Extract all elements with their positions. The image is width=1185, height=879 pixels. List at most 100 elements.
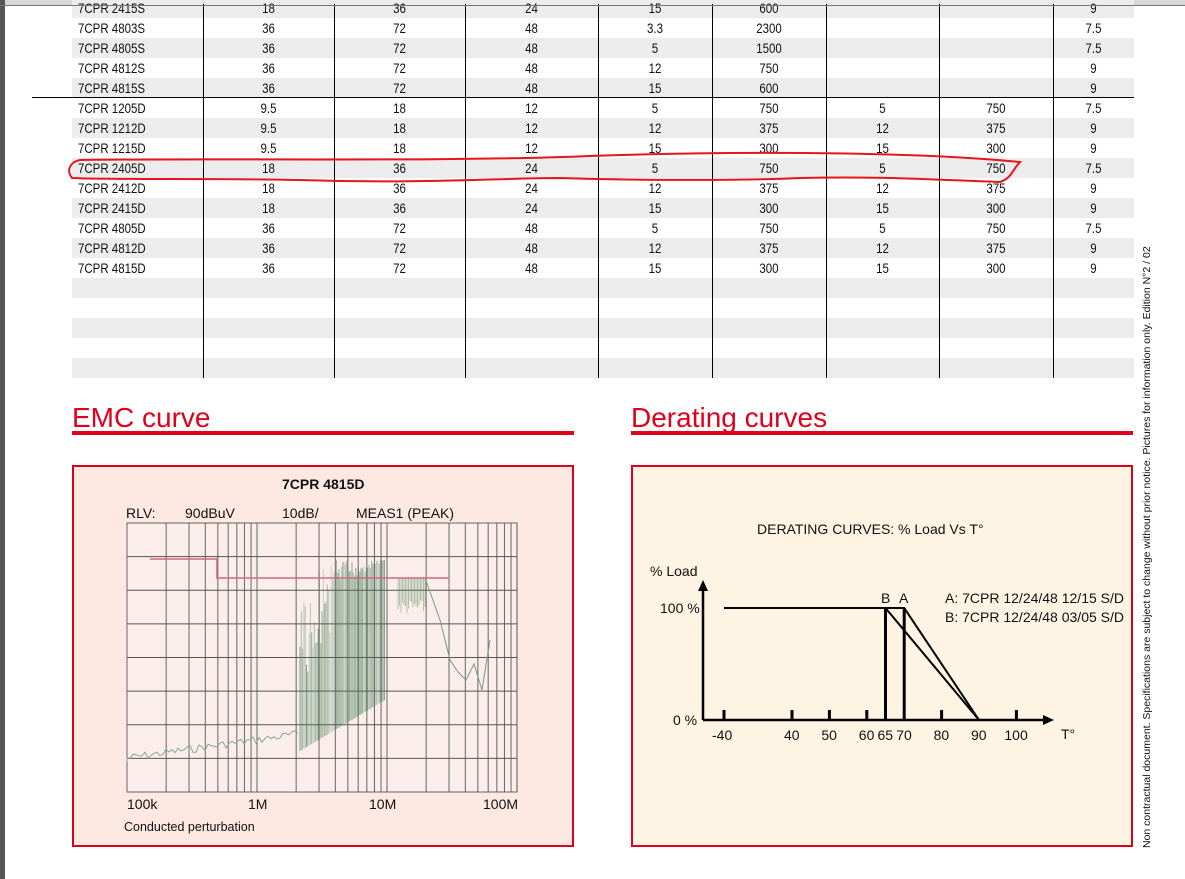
table-cell: 300 bbox=[986, 140, 1006, 156]
table-cell: 9 bbox=[1090, 240, 1097, 256]
table-cell: 12 bbox=[648, 180, 662, 196]
table-cell: 7.5 bbox=[1085, 220, 1102, 236]
column-divider bbox=[598, 4, 599, 378]
model-name-cell: 7CPR 1215D bbox=[78, 140, 146, 156]
table-cell: 300 bbox=[759, 200, 779, 216]
table-cell: 375 bbox=[759, 180, 779, 196]
table-cell: 5 bbox=[651, 220, 659, 236]
table-cell: 600 bbox=[759, 0, 779, 16]
table-cell: 12 bbox=[648, 120, 662, 136]
table-cell: 36 bbox=[262, 20, 275, 36]
table-cell: 12 bbox=[876, 120, 889, 136]
side-note: Non contractual document. Specifications… bbox=[1141, 246, 1153, 848]
table-cell: 5 bbox=[879, 220, 886, 236]
model-name-cell: 7CPR 4805S bbox=[78, 40, 146, 56]
table-row: 7CPR 4812S 36 72 48 12 750 9 bbox=[72, 58, 1134, 78]
table-cell: 18 bbox=[393, 120, 406, 136]
emc-limit-line bbox=[150, 558, 449, 579]
legend-b: B: 7CPR 12/24/48 03/05 S/D bbox=[945, 609, 1124, 625]
emc-xtick: 10M bbox=[369, 796, 397, 812]
table-cell: 36 bbox=[393, 200, 406, 216]
table-row: 7CPR 1212D 9.5 18 12 12 375 12 375 9 bbox=[72, 118, 1134, 138]
emc-rlv-label: RLV: bbox=[126, 505, 156, 521]
table-cell: 7.5 bbox=[1085, 20, 1102, 36]
table-cell: 36 bbox=[262, 260, 275, 276]
table-cell: 18 bbox=[262, 160, 275, 176]
table-cell: 9 bbox=[1090, 180, 1097, 196]
table-cell: 36 bbox=[262, 60, 275, 76]
column-divider bbox=[334, 4, 335, 378]
emc-title-rule bbox=[72, 431, 574, 435]
curve-label-b: B bbox=[881, 590, 891, 606]
table-cell: 15 bbox=[648, 0, 662, 16]
column-divider bbox=[939, 4, 940, 378]
table-cell: 72 bbox=[393, 60, 406, 76]
table-cell: 375 bbox=[759, 240, 779, 256]
table-cell: 48 bbox=[525, 20, 538, 36]
x-tick-label: 60 bbox=[858, 727, 875, 743]
model-name-cell: 7CPR 2405D bbox=[78, 160, 146, 176]
table-cell: 750 bbox=[759, 160, 779, 176]
emc-xtick: 100M bbox=[483, 796, 519, 812]
table-cell: 72 bbox=[393, 260, 406, 276]
x-tick-label: 80 bbox=[933, 727, 950, 743]
derating-section-title: Derating curves bbox=[631, 402, 828, 433]
table-cell: 750 bbox=[759, 100, 779, 116]
emc-caption: Conducted perturbation bbox=[124, 820, 255, 834]
table-cell: 36 bbox=[393, 160, 406, 176]
table-cell: 750 bbox=[986, 220, 1006, 236]
table-cell: 9.5 bbox=[260, 120, 277, 136]
emc-xtick: 1M bbox=[248, 796, 268, 812]
table-cell: 375 bbox=[986, 180, 1006, 196]
emc-xtick: 100k bbox=[127, 796, 158, 812]
table-row: 7CPR 2412D 18 36 24 12 375 12 375 9 bbox=[72, 178, 1134, 198]
table-cell: 15 bbox=[876, 260, 889, 276]
derating-chart-panel bbox=[631, 465, 1133, 847]
model-name-cell: 7CPR 4815D bbox=[78, 260, 146, 276]
table-cell: 72 bbox=[393, 220, 406, 236]
table-cell: 18 bbox=[262, 180, 275, 196]
table-cell: 12 bbox=[648, 60, 662, 76]
table-cell: 48 bbox=[525, 40, 538, 56]
table-cell: 12 bbox=[648, 240, 662, 256]
table-cell: 600 bbox=[759, 80, 779, 96]
table-cell: 2300 bbox=[756, 20, 782, 36]
table-cell: 18 bbox=[262, 200, 275, 216]
table-cell: 15 bbox=[648, 80, 662, 96]
table-cell: 36 bbox=[393, 0, 406, 16]
table-cell: 7.5 bbox=[1085, 100, 1102, 116]
table-cell: 48 bbox=[525, 80, 538, 96]
x-tick-label: -40 bbox=[712, 727, 733, 743]
row-divider bbox=[32, 97, 1134, 98]
table-cell: 5 bbox=[651, 160, 659, 176]
table-cell: 375 bbox=[759, 120, 779, 136]
table-cell: 18 bbox=[393, 100, 406, 116]
table-cell: 750 bbox=[986, 160, 1006, 176]
table-cell: 9 bbox=[1090, 0, 1097, 16]
x-tick-label: 100 bbox=[1004, 727, 1028, 743]
column-divider bbox=[826, 4, 827, 378]
table-row: 7CPR 2415D 18 36 24 15 300 15 300 9 bbox=[72, 198, 1134, 218]
emc-noise-floor bbox=[126, 730, 299, 762]
emc-chart-panel bbox=[72, 465, 574, 847]
x-tick-label: 65 bbox=[877, 727, 894, 743]
table-cell: 9 bbox=[1090, 140, 1097, 156]
table-cell: 7.5 bbox=[1085, 40, 1102, 56]
table-cell: 15 bbox=[648, 200, 662, 216]
table-row: 7CPR 2405D 18 36 24 5 750 5 750 7.5 bbox=[72, 158, 1134, 178]
table-cell: 48 bbox=[525, 240, 538, 256]
table-cell: 12 bbox=[876, 180, 889, 196]
table-cell: 750 bbox=[986, 100, 1006, 116]
table-cell: 72 bbox=[393, 20, 406, 36]
table-cell: 5 bbox=[879, 100, 886, 116]
table-cell: 300 bbox=[986, 260, 1006, 276]
emc-meas: MEAS1 (PEAK) bbox=[356, 505, 455, 521]
table-cell: 48 bbox=[525, 220, 538, 236]
table-cell: 1500 bbox=[756, 40, 782, 56]
x-tick-label: 90 bbox=[971, 727, 987, 743]
derating-ylabel: % Load bbox=[650, 563, 698, 579]
emc-section-title: EMC curve bbox=[72, 402, 211, 433]
